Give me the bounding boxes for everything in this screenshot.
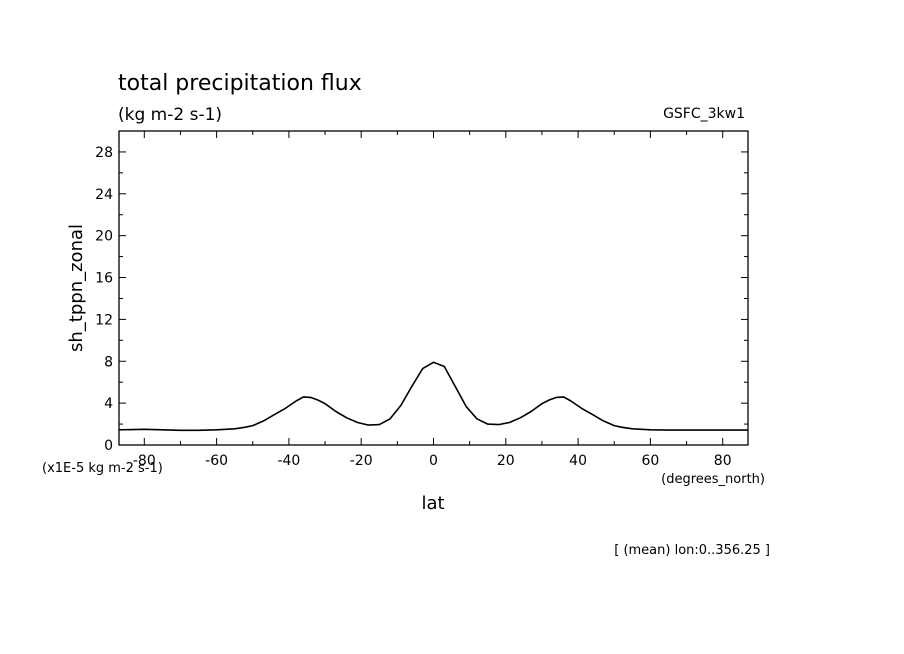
y-tick-label: 20 <box>95 229 113 245</box>
x-tick-label: -60 <box>205 453 228 469</box>
x-tick-label: 80 <box>714 453 732 469</box>
footnote: [ (mean) lon:0..356.25 ] <box>614 543 770 558</box>
x-axis-units: (degrees_north) <box>661 472 765 487</box>
plot-area: -80 -60 -40 -20 0 20 40 60 80 0 4 8 12 16 20 24 28 <box>95 130 749 469</box>
y-tick-label: 0 <box>104 438 113 454</box>
x-tick-label: 60 <box>641 453 659 469</box>
y-tick-label: 24 <box>95 187 113 203</box>
chart-title: total precipitation flux <box>118 71 362 96</box>
y-tick-label: 16 <box>95 271 113 287</box>
x-tick-label: -40 <box>277 453 300 469</box>
y-tick-label: 28 <box>95 145 113 161</box>
x-tick-label: -20 <box>350 453 373 469</box>
source-label: GSFC_3kw1 <box>663 106 745 122</box>
x-tick-label: 20 <box>497 453 515 469</box>
chart-subtitle: (kg m-2 s-1) <box>118 105 222 125</box>
y-tick-label: 8 <box>104 354 113 370</box>
y-tick-label: 4 <box>104 396 113 412</box>
x-tick-label: -80 <box>133 453 156 469</box>
x-tick-label: 0 <box>429 453 438 469</box>
y-axis-units: (x1E-5 kg m-2 s-1) <box>42 461 163 476</box>
series-line <box>118 361 748 432</box>
x-tick-label: 40 <box>569 453 587 469</box>
x-axis-label: lat <box>421 493 444 514</box>
plot-frame <box>118 130 749 446</box>
y-axis-label: sh_tppn_zonal <box>66 224 87 352</box>
y-tick-label: 12 <box>95 312 113 328</box>
